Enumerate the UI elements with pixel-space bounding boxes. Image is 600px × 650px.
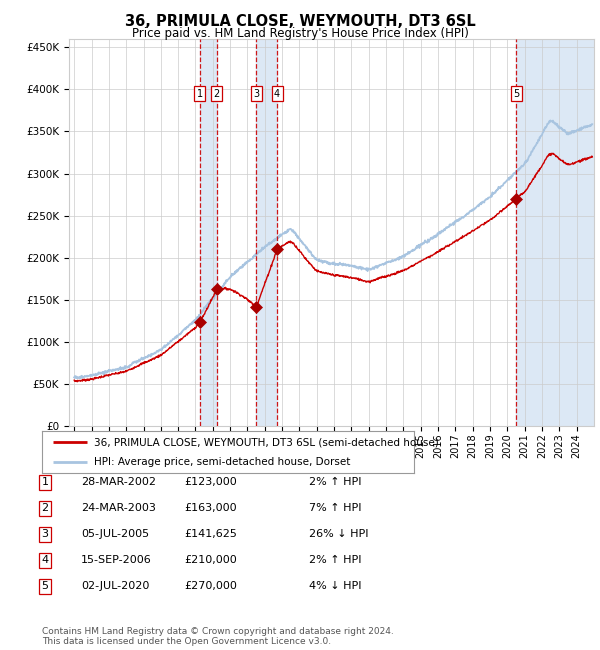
Text: 2% ↑ HPI: 2% ↑ HPI — [309, 477, 361, 488]
Text: 1: 1 — [197, 88, 203, 99]
Text: 26% ↓ HPI: 26% ↓ HPI — [309, 529, 368, 539]
Text: This data is licensed under the Open Government Licence v3.0.: This data is licensed under the Open Gov… — [42, 637, 331, 646]
Text: £141,625: £141,625 — [184, 529, 237, 539]
Text: £270,000: £270,000 — [184, 581, 237, 592]
Text: 5: 5 — [513, 88, 520, 99]
Text: 28-MAR-2002: 28-MAR-2002 — [81, 477, 156, 488]
Text: £163,000: £163,000 — [184, 503, 237, 514]
Text: 4: 4 — [41, 555, 49, 566]
Bar — [516, 39, 594, 426]
Text: 02-JUL-2020: 02-JUL-2020 — [81, 581, 149, 592]
Bar — [200, 39, 217, 426]
Text: 4% ↓ HPI: 4% ↓ HPI — [309, 581, 361, 592]
Text: 5: 5 — [41, 581, 49, 592]
Text: 3: 3 — [253, 88, 259, 99]
Text: 3: 3 — [41, 529, 49, 539]
Text: 15-SEP-2006: 15-SEP-2006 — [81, 555, 152, 566]
Text: 7% ↑ HPI: 7% ↑ HPI — [309, 503, 361, 514]
Text: 2: 2 — [214, 88, 220, 99]
Text: £123,000: £123,000 — [184, 477, 237, 488]
Text: 1: 1 — [41, 477, 49, 488]
Text: 36, PRIMULA CLOSE, WEYMOUTH, DT3 6SL: 36, PRIMULA CLOSE, WEYMOUTH, DT3 6SL — [125, 14, 475, 29]
Text: Contains HM Land Registry data © Crown copyright and database right 2024.: Contains HM Land Registry data © Crown c… — [42, 627, 394, 636]
Text: HPI: Average price, semi-detached house, Dorset: HPI: Average price, semi-detached house,… — [94, 457, 350, 467]
Text: £210,000: £210,000 — [184, 555, 237, 566]
Text: 05-JUL-2005: 05-JUL-2005 — [81, 529, 149, 539]
Text: 24-MAR-2003: 24-MAR-2003 — [81, 503, 156, 514]
Text: 36, PRIMULA CLOSE, WEYMOUTH, DT3 6SL (semi-detached house): 36, PRIMULA CLOSE, WEYMOUTH, DT3 6SL (se… — [94, 437, 439, 447]
Text: 4: 4 — [274, 88, 280, 99]
Text: Price paid vs. HM Land Registry's House Price Index (HPI): Price paid vs. HM Land Registry's House … — [131, 27, 469, 40]
Bar — [256, 39, 277, 426]
Text: 2% ↑ HPI: 2% ↑ HPI — [309, 555, 361, 566]
Text: 2: 2 — [41, 503, 49, 514]
